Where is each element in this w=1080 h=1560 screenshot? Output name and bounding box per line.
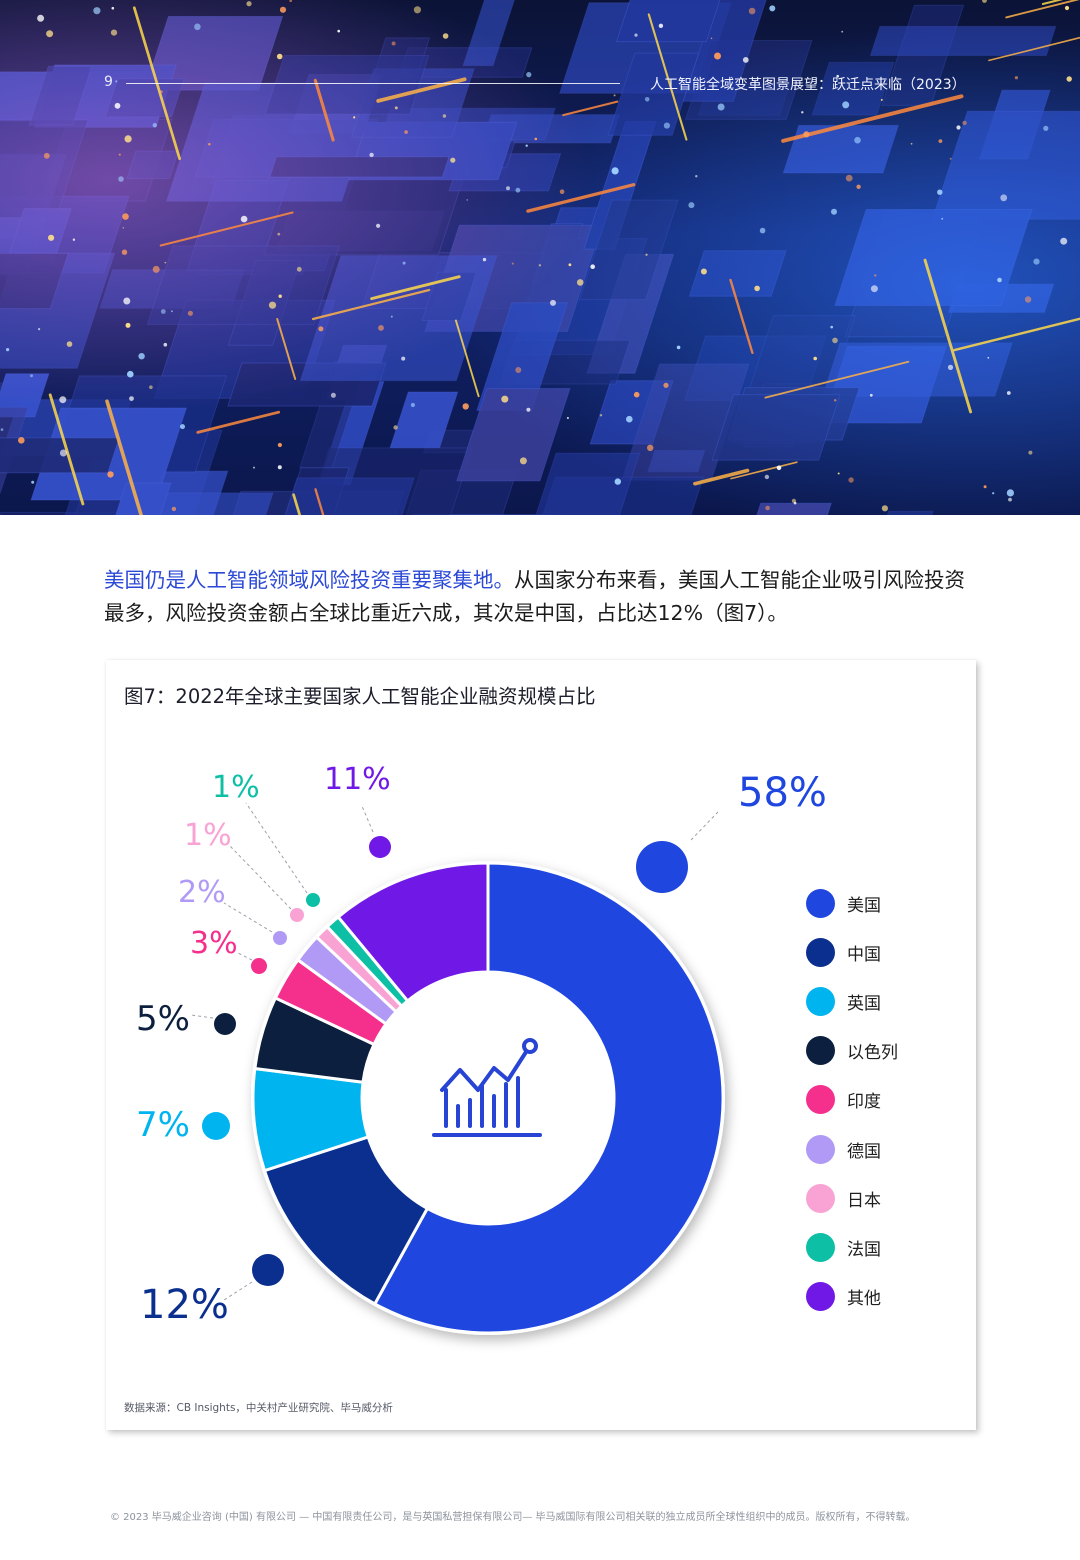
donut-slice-9 (336, 861, 490, 1004)
figure-title: 图7：2022年全球主要国家人工智能企业融资规模占比 (124, 685, 596, 708)
legend-swatch (806, 1183, 835, 1213)
legend-label: 印度 (847, 1092, 881, 1113)
leader-line (361, 805, 374, 833)
report-title: 人工智能全域变革图景展望：跃迁点来临（2023） (650, 77, 966, 93)
chart-growth-icon (432, 1038, 542, 1137)
circuit-board-illustration (0, 0, 1080, 515)
label-marker-dot (202, 1112, 230, 1140)
legend-swatch (806, 1085, 835, 1115)
legend-label: 英国 (847, 993, 881, 1014)
leader-line (245, 802, 308, 894)
legend-label: 法国 (847, 1239, 881, 1260)
donut-slice-1 (372, 861, 725, 1335)
legend-item: 以色列 (806, 1036, 898, 1066)
legend-item: 中国 (806, 937, 881, 967)
legend-swatch (806, 937, 835, 967)
legend-label: 其他 (847, 1289, 881, 1310)
intro-lead: 美国仍是人工智能领域风险投资重要聚集地。 (104, 568, 514, 592)
legend-item: 美国 (806, 888, 881, 918)
intro-paragraph: 美国仍是人工智能领域风险投资重要聚集地。从国家分布来看，美国人工智能企业吸引风险… (104, 564, 984, 630)
leader-line (190, 1014, 214, 1019)
legend-label: 德国 (847, 1141, 881, 1162)
legend-swatch (806, 1134, 835, 1164)
legend-item: 德国 (806, 1134, 881, 1164)
figure-source: 数据来源：CB Insights，中关村产业研究院、毕马威分析 (124, 1402, 393, 1414)
data-label: 11% (324, 762, 391, 797)
data-label: 3% (190, 926, 238, 961)
label-marker-dot (369, 836, 391, 858)
legend-swatch (806, 986, 835, 1016)
leader-line (690, 811, 719, 841)
legend-item: 日本 (806, 1183, 881, 1213)
label-marker-dot (636, 841, 688, 893)
page-number: 9 (104, 74, 113, 90)
intro-body: 从国家分布来看，美国人工智能企业吸引风险投资最多，风险投资金额占全球比重近六成，… (104, 568, 965, 625)
label-marker-dot (251, 958, 267, 974)
legend-item: 其他 (806, 1282, 881, 1312)
label-marker-dot (290, 908, 304, 922)
label-marker-dot (252, 1254, 284, 1286)
data-label: 5% (136, 999, 190, 1039)
data-label: 7% (136, 1105, 190, 1145)
data-label: 2% (178, 875, 226, 910)
legend-label: 日本 (847, 1190, 881, 1211)
label-marker-dot (306, 893, 320, 907)
copyright-footer: © 2023 毕马威企业咨询 (中国) 有限公司 — 中国有限责任公司，是与英国… (110, 1512, 916, 1523)
leader-line (235, 951, 253, 961)
donut-chart: 58% 12% 7% 5% 3% 2% 1% 1% 11% (136, 762, 827, 1335)
data-label: 58% (738, 770, 827, 816)
legend-item: 法国 (806, 1232, 881, 1262)
legend-swatch (806, 1036, 835, 1066)
legend-swatch (806, 1282, 835, 1312)
legend-label: 中国 (847, 944, 881, 965)
leader-line (229, 845, 292, 910)
label-marker-dot (214, 1013, 236, 1035)
header-rule (126, 83, 620, 84)
donut-hole (364, 974, 612, 1222)
legend-swatch (806, 888, 835, 918)
legend-item: 英国 (806, 986, 881, 1016)
legend-item: 印度 (806, 1085, 881, 1115)
label-marker-dot (273, 931, 287, 945)
legend-swatch (806, 1232, 835, 1262)
data-label: 1% (184, 818, 232, 853)
legend-label: 美国 (847, 895, 881, 916)
data-label: 12% (140, 1282, 229, 1328)
legend-label: 以色列 (847, 1043, 898, 1064)
figure-card: 图7：2022年全球主要国家人工智能企业融资规模占比 58% 12% 7% 5% 3% 2… (106, 660, 976, 1430)
data-label: 1% (212, 770, 260, 805)
hero-image: 9 人工智能全域变革图景展望：跃迁点来临（2023） (0, 0, 1080, 515)
